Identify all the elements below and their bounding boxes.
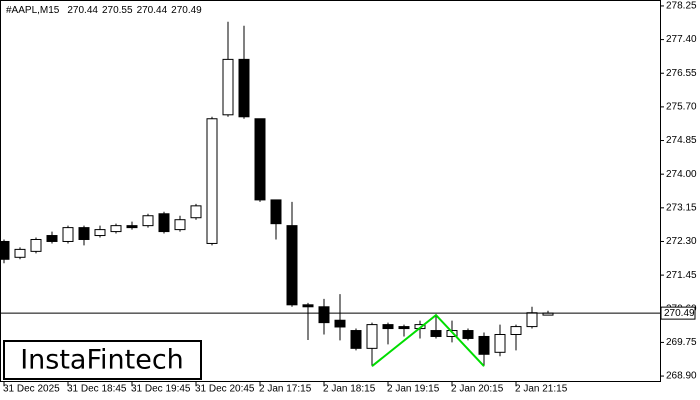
candle-body — [110, 225, 122, 233]
x-tick-label: 2 Jan 19:15 — [387, 384, 440, 395]
y-tick-label: 274.00 — [666, 169, 697, 180]
x-tick-label: 31 Dec 19:45 — [131, 384, 191, 395]
candle-body — [158, 213, 170, 233]
candle-body — [302, 304, 314, 308]
candle-body — [526, 312, 538, 328]
candle-body — [190, 205, 202, 219]
y-tick-label: 277.40 — [666, 34, 697, 45]
y-tick-label: 269.75 — [666, 337, 697, 348]
last-close: 270.49 — [171, 5, 202, 16]
candle-body — [174, 219, 186, 231]
y-tick-label: 273.15 — [666, 202, 697, 213]
candle-body — [46, 235, 58, 242]
candle-body — [14, 248, 26, 258]
candle-body — [78, 227, 90, 240]
plot-frame — [0, 0, 661, 382]
price-label: 270.49 — [664, 308, 695, 319]
x-tick-label: 2 Jan 20:15 — [451, 384, 504, 395]
x-tick-label: 31 Dec 2025 — [3, 384, 60, 395]
candle-body — [462, 330, 474, 339]
candle-body — [0, 240, 10, 260]
price-label-box — [660, 306, 696, 320]
candle-body — [142, 215, 154, 227]
y-tick-label: 271.45 — [666, 270, 697, 281]
candle-body — [350, 330, 362, 349]
candle-body — [206, 118, 218, 244]
x-tick-label: 2 Jan 17:15 — [259, 384, 312, 395]
x-tick-label: 2 Jan 21:15 — [515, 384, 568, 395]
x-tick-label: 31 Dec 20:45 — [195, 384, 255, 395]
candle-body — [222, 58, 234, 116]
header: #AAPL,M15 270.44 270.55 270.44 270.49 — [6, 5, 202, 16]
candle-body — [334, 319, 346, 328]
candle-body — [510, 326, 522, 335]
candle-body — [382, 324, 394, 330]
y-tick-label: 274.85 — [666, 135, 697, 146]
candle-body — [270, 199, 282, 225]
candle-body — [478, 335, 490, 355]
candle-body — [94, 229, 106, 237]
last-open: 270.44 — [67, 5, 98, 16]
y-tick-label: 268.90 — [666, 371, 697, 382]
x-tick-label: 31 Dec 18:45 — [67, 384, 127, 395]
candle-body — [286, 225, 298, 306]
candle-body — [494, 333, 506, 353]
y-tick-label: 272.30 — [666, 236, 697, 247]
candle-body — [126, 225, 138, 229]
y-tick-label: 276.55 — [666, 68, 697, 79]
last-low: 270.44 — [137, 5, 168, 16]
candle-body — [318, 306, 330, 324]
candle-body — [254, 118, 266, 201]
y-tick-label: 278.25 — [666, 1, 697, 12]
candle-body — [430, 330, 442, 337]
candle-body — [398, 326, 410, 330]
candle-body — [62, 227, 74, 242]
symbol: #AAPL,M15 — [6, 5, 60, 16]
pattern-line — [371, 313, 485, 367]
logo: InstaFintech — [20, 345, 184, 376]
logo-box — [3, 340, 202, 380]
x-tick-label: 2 Jan 18:15 — [323, 384, 376, 395]
candle-body — [366, 324, 378, 349]
last-high: 270.55 — [102, 5, 133, 16]
candle-body — [238, 58, 250, 118]
y-tick-label: 275.70 — [666, 102, 697, 113]
candle-body — [30, 238, 42, 252]
